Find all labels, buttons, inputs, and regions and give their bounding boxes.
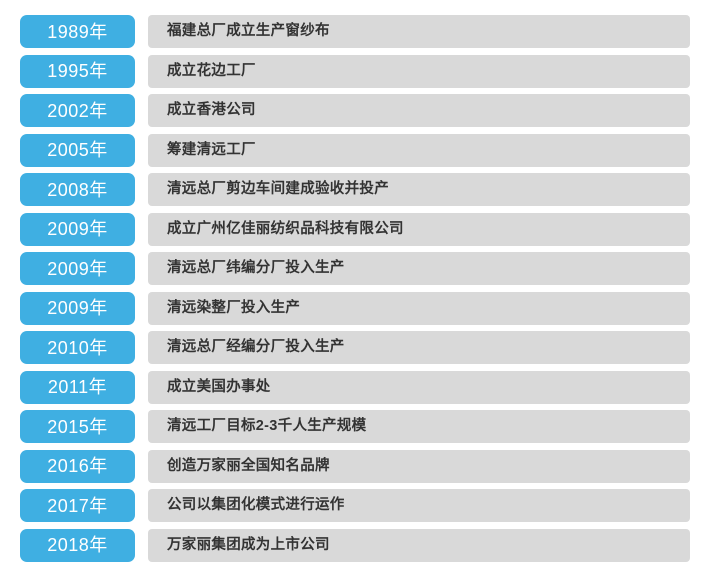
year-label: 1995年 [47, 61, 108, 81]
company-milestones-timeline: 1989年 福建总厂成立生产窗纱布 1995年 成立花边工厂 2002年 成立香… [20, 15, 710, 562]
year-label: 2016年 [47, 456, 108, 476]
timeline-row: 2011年 成立美国办事处 [20, 370, 710, 404]
timeline-row: 2009年 清远总厂纬编分厂投入生产 [20, 252, 710, 285]
year-badge: 2008年 [20, 173, 135, 206]
event-label: 成立美国办事处 [167, 378, 271, 395]
event-label: 创造万家丽全国知名品牌 [167, 457, 330, 474]
year-badge: 2017年 [20, 489, 135, 522]
year-badge: 2011年 [20, 370, 135, 404]
event-label: 清远工厂目标2-3千人生产规模 [167, 418, 367, 435]
year-label: 1989年 [47, 21, 108, 42]
year-label: 2015年 [47, 416, 108, 437]
event-label: 清远总厂剪边车间建成验收并投产 [167, 181, 389, 198]
event-bar: 公司以集团化模式进行运作 [148, 489, 690, 522]
event-label: 公司以集团化模式进行运作 [167, 497, 345, 514]
event-label: 清远总厂纬编分厂投入生产 [167, 260, 345, 277]
year-label: 2011年 [47, 377, 108, 397]
timeline-row: 2010年 清远总厂经编分厂投入生产 [20, 331, 710, 364]
year-badge: 2016年 [20, 449, 135, 483]
event-label: 福建总厂成立生产窗纱布 [167, 23, 330, 40]
year-badge: 2009年 [20, 252, 135, 285]
year-badge: 2015年 [20, 410, 135, 443]
event-bar: 筹建清远工厂 [148, 133, 690, 167]
event-bar: 成立花边工厂 [148, 54, 690, 88]
year-badge: 2009年 [20, 291, 135, 325]
event-bar: 清远工厂目标2-3千人生产规模 [148, 410, 690, 443]
year-badge: 2009年 [20, 212, 135, 246]
event-label: 筹建清远工厂 [167, 141, 256, 158]
year-label: 2018年 [47, 535, 108, 555]
event-bar: 万家丽集团成为上市公司 [148, 528, 690, 562]
year-badge: 1989年 [20, 15, 135, 48]
timeline-row: 2008年 清远总厂剪边车间建成验收并投产 [20, 173, 710, 206]
year-label: 2005年 [47, 140, 108, 160]
timeline-row: 2015年 清远工厂目标2-3千人生产规模 [20, 410, 710, 443]
year-badge: 2018年 [20, 528, 135, 562]
event-bar: 福建总厂成立生产窗纱布 [148, 15, 690, 48]
event-label: 成立香港公司 [167, 102, 256, 119]
year-badge: 2005年 [20, 133, 135, 167]
event-bar: 成立香港公司 [148, 94, 690, 127]
event-bar: 清远总厂剪边车间建成验收并投产 [148, 173, 690, 206]
event-bar: 成立美国办事处 [148, 370, 690, 404]
timeline-row: 2018年 万家丽集团成为上市公司 [20, 528, 710, 562]
event-label: 清远总厂经编分厂投入生产 [167, 339, 345, 356]
timeline-row: 2002年 成立香港公司 [20, 94, 710, 127]
event-bar: 清远染整厂投入生产 [148, 291, 690, 325]
year-label: 2009年 [47, 298, 108, 318]
year-badge: 1995年 [20, 54, 135, 88]
year-label: 2010年 [47, 337, 108, 358]
event-label: 清远染整厂投入生产 [167, 299, 301, 316]
year-badge: 2002年 [20, 94, 135, 127]
year-label: 2009年 [47, 258, 108, 279]
event-bar: 创造万家丽全国知名品牌 [148, 449, 690, 483]
timeline-row: 1995年 成立花边工厂 [20, 54, 710, 88]
timeline-row: 2005年 筹建清远工厂 [20, 133, 710, 167]
timeline-row: 1989年 福建总厂成立生产窗纱布 [20, 15, 710, 48]
year-label: 2008年 [47, 179, 108, 200]
event-label: 成立广州亿佳丽纺织品科技有限公司 [167, 220, 404, 237]
year-label: 2002年 [47, 100, 108, 121]
year-label: 2009年 [47, 219, 108, 239]
event-bar: 成立广州亿佳丽纺织品科技有限公司 [148, 212, 690, 246]
timeline-row: 2016年 创造万家丽全国知名品牌 [20, 449, 710, 483]
timeline-row: 2009年 清远染整厂投入生产 [20, 291, 710, 325]
timeline-row: 2017年 公司以集团化模式进行运作 [20, 489, 710, 522]
year-badge: 2010年 [20, 331, 135, 364]
event-bar: 清远总厂经编分厂投入生产 [148, 331, 690, 364]
event-label: 成立花边工厂 [167, 62, 256, 79]
year-label: 2017年 [47, 495, 108, 516]
timeline-row: 2009年 成立广州亿佳丽纺织品科技有限公司 [20, 212, 710, 246]
event-bar: 清远总厂纬编分厂投入生产 [148, 252, 690, 285]
event-label: 万家丽集团成为上市公司 [167, 536, 330, 553]
